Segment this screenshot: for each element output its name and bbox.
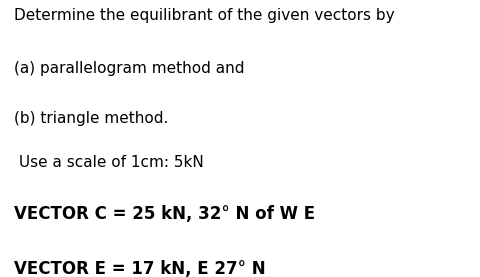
Text: Use a scale of 1cm: 5kN: Use a scale of 1cm: 5kN [14, 155, 204, 170]
Text: (b) triangle method.: (b) triangle method. [14, 111, 169, 126]
Text: Determine the equilibrant of the given vectors by: Determine the equilibrant of the given v… [14, 8, 395, 23]
Text: VECTOR C = 25 kN, 32° N of W E: VECTOR C = 25 kN, 32° N of W E [14, 205, 315, 223]
Text: (a) parallelogram method and: (a) parallelogram method and [14, 61, 245, 76]
Text: VECTOR E = 17 kN, E 27° N: VECTOR E = 17 kN, E 27° N [14, 260, 266, 277]
